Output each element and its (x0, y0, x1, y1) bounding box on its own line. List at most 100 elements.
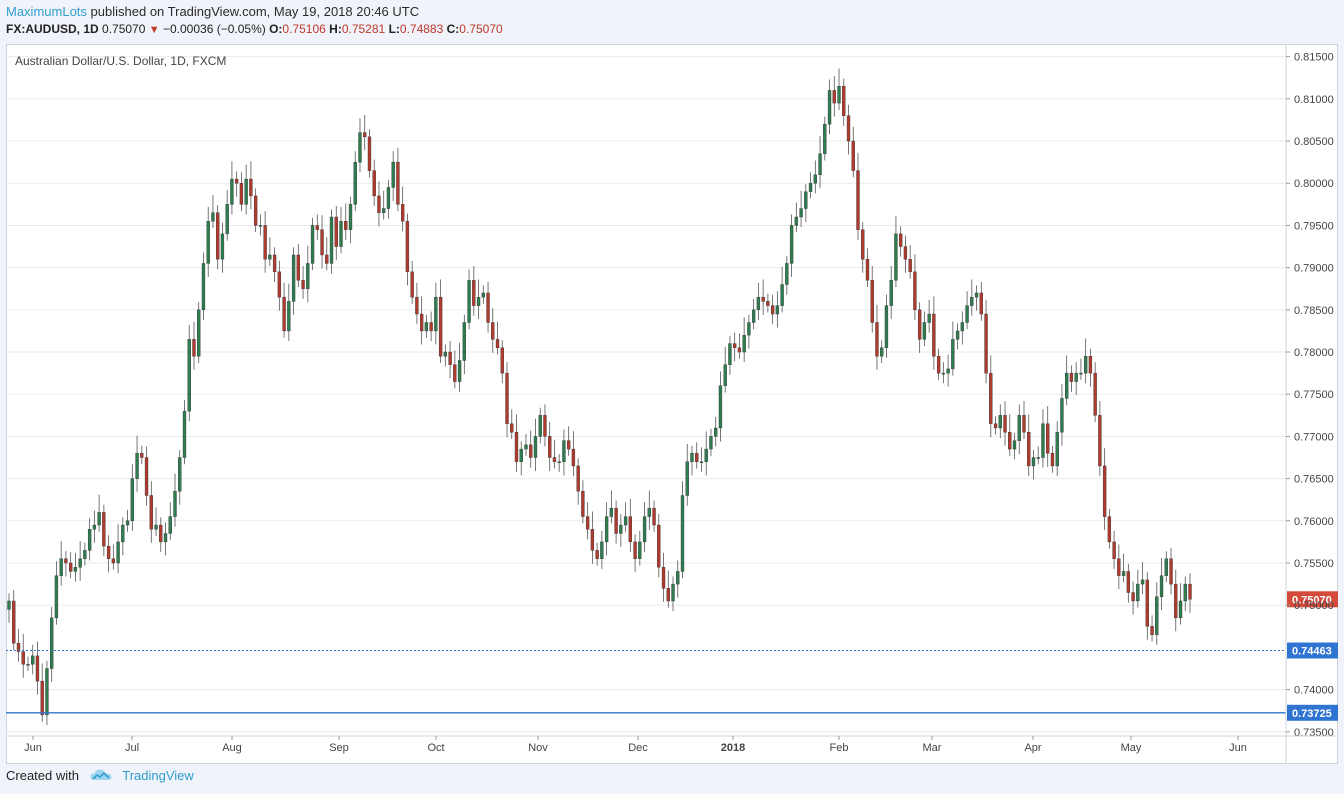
candle-body (514, 431, 519, 462)
candle-body (590, 529, 595, 551)
y-tick-label: 0.73500 (1294, 727, 1334, 739)
x-tick-label: Dec (628, 742, 648, 754)
candle-body (353, 161, 357, 205)
candle-body (604, 516, 609, 543)
candle-body (690, 453, 694, 462)
chart-panel (6, 44, 1338, 764)
candle-body (78, 558, 82, 568)
candle-body (865, 258, 870, 281)
candle-body (823, 123, 827, 154)
candle-body (234, 178, 239, 184)
candle-body (377, 195, 381, 213)
candle-body (1112, 541, 1116, 559)
candle-body (680, 495, 685, 572)
y-tick-label: 0.79500 (1294, 220, 1334, 232)
price-label: 0.74463 (1292, 646, 1332, 658)
candle-body (16, 642, 21, 652)
open-value: 0.75106 (282, 22, 326, 36)
candle-body (1159, 575, 1164, 597)
candle-body (827, 90, 832, 125)
candle-body (26, 664, 30, 666)
grid (6, 56, 1286, 733)
candle-body (211, 212, 215, 222)
candle-body (884, 305, 889, 349)
candle-body (249, 178, 253, 197)
candle-body (633, 541, 637, 559)
candle-body (358, 132, 362, 163)
candle-body (140, 453, 144, 458)
candle-body (391, 161, 395, 188)
candle-body (106, 545, 111, 559)
candle-body (889, 280, 893, 306)
candle-body (571, 448, 576, 467)
x-tick-label: Oct (427, 742, 444, 754)
low-value: 0.74883 (399, 22, 444, 36)
candle-body (1031, 457, 1036, 467)
candle-body (989, 372, 993, 424)
candle-body (500, 347, 504, 374)
x-tick-label: Jun (1229, 742, 1247, 754)
candle-body (111, 558, 116, 564)
candle-body (581, 491, 585, 517)
candle-body (1083, 356, 1088, 374)
y-tick-label: 0.81000 (1294, 94, 1334, 106)
y-tick-label: 0.75500 (1294, 558, 1334, 570)
y-tick-label: 0.75000 (1294, 600, 1334, 612)
candle-body (491, 322, 495, 340)
candle-body (1003, 415, 1007, 433)
candle-body (372, 170, 376, 197)
candle-body (761, 296, 765, 302)
ohlc-legend: FX:AUDUSD, 1D 0.75070 ▼ −0.00036 (−0.05%… (6, 22, 503, 36)
candle-body (197, 309, 201, 357)
candle-body (737, 347, 742, 353)
candle-body (965, 305, 969, 323)
candle-body (40, 680, 44, 716)
close-label: C: (446, 22, 460, 36)
candle-body (192, 339, 196, 357)
candle-body (733, 343, 737, 349)
candle-body (913, 271, 917, 311)
author-link[interactable]: MaximumLots (6, 4, 87, 19)
candle-body (861, 229, 865, 260)
candle-body (695, 453, 699, 462)
candle-body (201, 263, 206, 311)
publish-info: MaximumLots published on TradingView.com… (6, 4, 419, 19)
created-with-text: Created with (6, 768, 79, 783)
candle-body (1046, 423, 1050, 454)
candle-body (1069, 372, 1074, 382)
candlestick-chart[interactable]: 0.74463 0.73725 0.75070 0.81500 0.81000 0.80… (6, 44, 1338, 764)
candle-body (429, 322, 433, 332)
candle-body (339, 221, 343, 247)
candle-body (1065, 372, 1069, 399)
low-label: L: (388, 22, 400, 36)
candle-body (334, 216, 338, 247)
tradingview-brand-link[interactable]: TradingView (122, 768, 194, 783)
candle-body (258, 225, 263, 227)
candle-body (448, 351, 452, 365)
candle-body (1027, 431, 1031, 467)
candle-body (946, 368, 950, 374)
candle-body (657, 524, 661, 568)
candle-body (510, 423, 514, 433)
candle-body (125, 520, 130, 526)
candle-body (1079, 372, 1083, 375)
x-tick-label: 2018 (721, 742, 745, 754)
candle-body (253, 195, 258, 226)
candle-body (83, 550, 87, 559)
candle-body (614, 507, 618, 534)
candle-body (21, 651, 25, 665)
x-tick-label: Sep (329, 742, 349, 754)
candle-body (154, 524, 158, 530)
candle-body (121, 524, 125, 543)
candle-body (1036, 457, 1040, 459)
x-tick-label: Jul (125, 742, 139, 754)
candle-body (363, 132, 367, 138)
candle-body (955, 330, 960, 340)
candle-body (927, 313, 931, 323)
candle-body (400, 204, 405, 222)
candle-body (1140, 579, 1145, 585)
candle-body (851, 140, 855, 171)
candle-body (1102, 465, 1107, 517)
y-tick-label: 0.79000 (1294, 263, 1334, 275)
candle-body (291, 254, 296, 302)
